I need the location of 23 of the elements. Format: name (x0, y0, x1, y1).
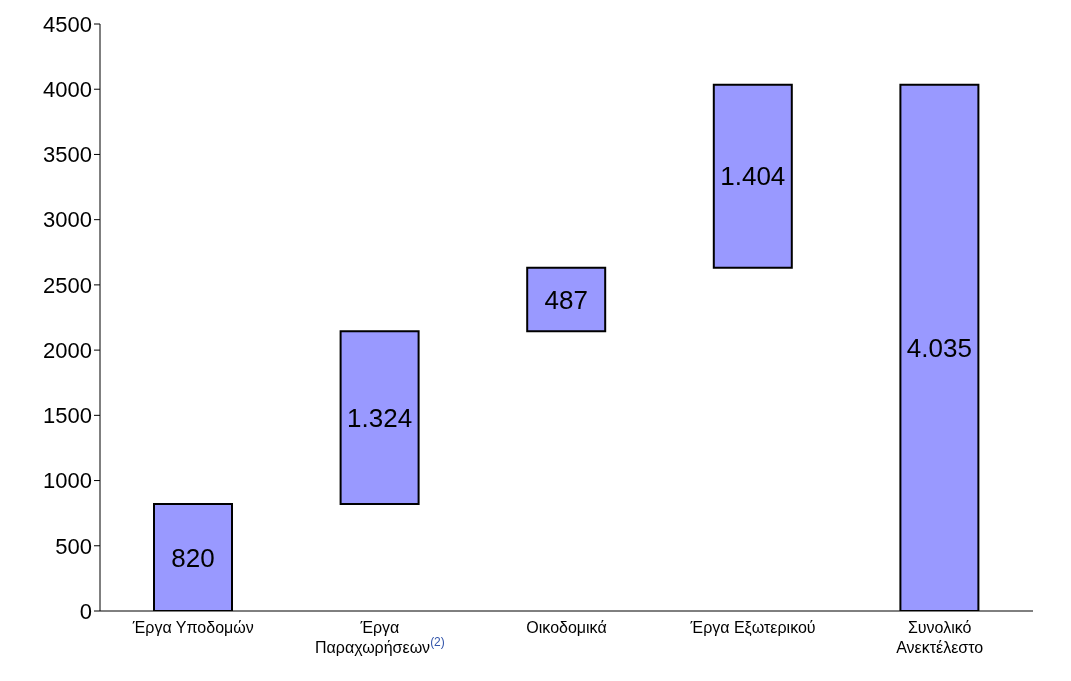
y-tick-label: 2500 (43, 272, 92, 298)
x-tick-label: Οικοδομικά (526, 619, 607, 636)
y-tick-label: 3500 (43, 142, 92, 168)
data-label: 4.035 (906, 332, 972, 363)
x-tick-label: Συνολικό Ανεκτέλεστο (896, 619, 984, 656)
y-tick-label: 0 (79, 598, 92, 624)
y-tick-label: 1000 (43, 468, 92, 494)
x-tick-label: Έργα Υποδομών (131, 619, 254, 636)
x-tick-label: Έργα Εξωτερικού (689, 619, 816, 637)
x-tick-label: Έργα Παραχωρήσεων$^{(2)}$ (315, 619, 445, 656)
y-tick-label: 3000 (43, 207, 92, 233)
bar (526, 266, 607, 333)
y-tick-label: 1500 (43, 403, 92, 429)
bar (712, 83, 793, 269)
y-tick-label: 4500 (43, 11, 92, 37)
data-label: 1.324 (347, 402, 413, 433)
y-tick-label: 2000 (43, 337, 92, 363)
y-tick-label: 4000 (43, 77, 92, 103)
y-tick-label: 500 (55, 533, 92, 559)
data-label: 820 (171, 542, 215, 573)
data-label: 487 (544, 284, 588, 315)
bar (339, 330, 420, 506)
data-label: 1.404 (720, 161, 786, 192)
